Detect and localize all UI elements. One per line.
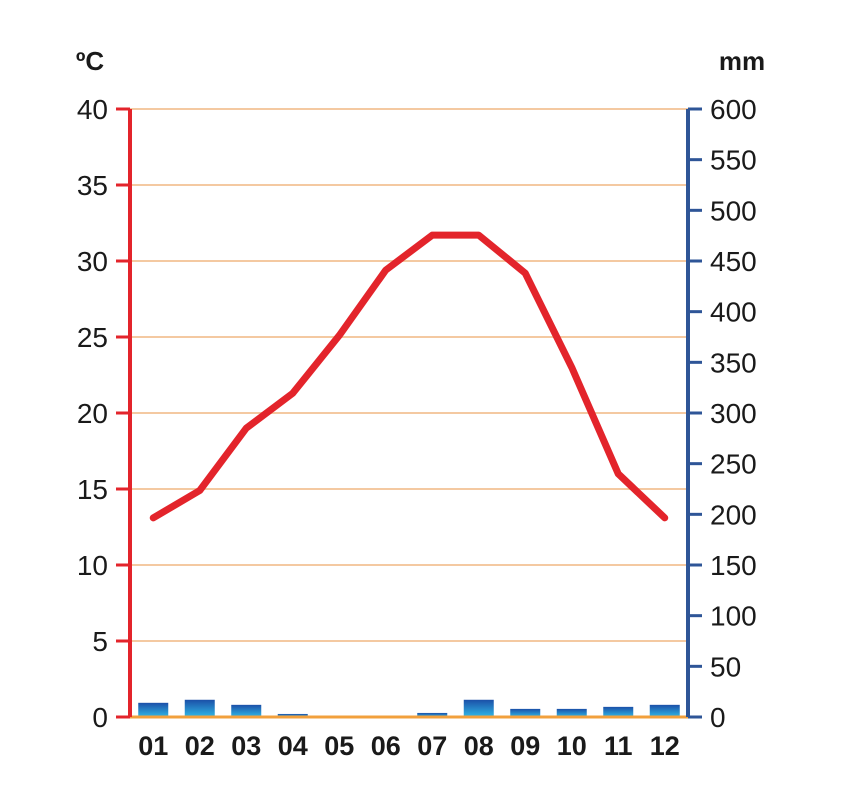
right-tick-label: 550 — [710, 145, 757, 176]
gridlines — [130, 108, 688, 642]
left-tick-label: 25 — [77, 322, 108, 353]
x-tick-label-07: 07 — [417, 731, 447, 761]
left-tick-label: 5 — [92, 626, 108, 657]
precipitation-bar-07 — [417, 712, 448, 717]
temperature-point-04 — [292, 392, 294, 394]
x-tick-label-01: 01 — [138, 731, 168, 761]
temperature-point-12 — [664, 517, 666, 519]
tick-labels: 0510152025303540050100150200250300350400… — [77, 94, 757, 761]
temperature-point-11 — [617, 473, 619, 475]
precipitation-bar-09 — [510, 708, 541, 717]
left-tick-label: 40 — [77, 94, 108, 125]
temperature-point-06 — [385, 269, 387, 271]
left-tick-label: 10 — [77, 550, 108, 581]
left-tick-label: 35 — [77, 170, 108, 201]
x-tick-label-02: 02 — [185, 731, 215, 761]
temperature-point-02 — [199, 490, 201, 492]
left-axis-unit: ºC — [76, 46, 104, 76]
temperature-point-05 — [338, 334, 340, 336]
precipitation-bars — [138, 699, 680, 717]
left-tick-label: 20 — [77, 398, 108, 429]
temperature-point-03 — [245, 427, 247, 429]
temperature-point-09 — [524, 272, 526, 274]
temperature-point-01 — [152, 517, 154, 519]
precipitation-bar-12 — [649, 704, 680, 717]
temperature-point-08 — [478, 234, 480, 236]
right-tick-label: 500 — [710, 195, 757, 226]
temperature-point-10 — [571, 366, 573, 368]
x-tick-label-08: 08 — [464, 731, 494, 761]
right-tick-label: 0 — [710, 702, 726, 733]
precipitation-bar-02 — [184, 699, 215, 717]
precipitation-bar-03 — [231, 704, 262, 717]
axes — [116, 107, 702, 719]
left-tick-label: 0 — [92, 702, 108, 733]
x-tick-label-10: 10 — [557, 731, 587, 761]
temperature-line — [149, 231, 669, 522]
precipitation-bar-10 — [556, 708, 587, 717]
precipitation-bar-04 — [277, 713, 308, 717]
x-tick-label-03: 03 — [231, 731, 261, 761]
left-tick-label: 30 — [77, 246, 108, 277]
right-tick-label: 600 — [710, 94, 757, 125]
temperature-point-07 — [431, 234, 433, 236]
x-tick-label-11: 11 — [604, 731, 633, 761]
right-tick-label: 100 — [710, 601, 757, 632]
right-tick-label: 250 — [710, 449, 757, 480]
right-tick-label: 50 — [710, 651, 741, 682]
left-tick-label: 15 — [77, 474, 108, 505]
x-tick-label-09: 09 — [510, 731, 540, 761]
precipitation-bar-08 — [463, 699, 494, 717]
right-tick-label: 300 — [710, 398, 757, 429]
x-tick-label-12: 12 — [650, 731, 680, 761]
temperature-series — [149, 231, 669, 522]
precipitation-bar-01 — [138, 702, 169, 717]
right-tick-label: 350 — [710, 347, 757, 378]
right-tick-label: 200 — [710, 499, 757, 530]
right-tick-label: 450 — [710, 246, 757, 277]
right-axis-unit: mm — [719, 46, 765, 76]
x-tick-label-04: 04 — [278, 731, 308, 761]
right-tick-label: 400 — [710, 297, 757, 328]
x-tick-label-06: 06 — [371, 731, 401, 761]
x-tick-label-05: 05 — [324, 731, 354, 761]
precipitation-bar-11 — [603, 706, 634, 717]
right-tick-label: 150 — [710, 550, 757, 581]
